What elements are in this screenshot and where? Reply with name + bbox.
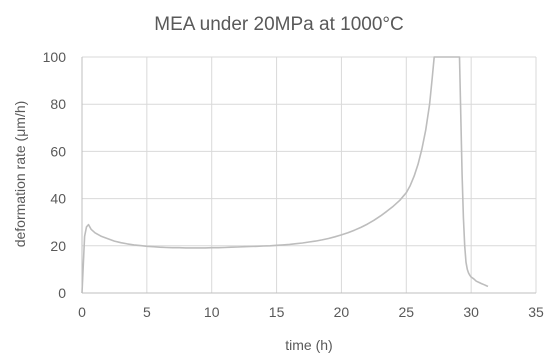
chart-title: MEA under 20MPa at 1000°C	[154, 14, 403, 35]
series-layer	[81, 56, 489, 294]
x-tick-label-35: 35	[528, 304, 544, 320]
y-axis-label: deformation rate (μm/h)	[12, 101, 28, 248]
grid	[82, 56, 537, 293]
y-tick-label-100: 100	[43, 49, 67, 65]
x-tick-label-5: 5	[143, 304, 151, 320]
y-tick-label-80: 80	[50, 96, 66, 112]
y-tick-label-60: 60	[50, 143, 66, 159]
tick-labels: 0 5 10 15 20 25 30 35 0 20 40 60 80 100	[43, 49, 544, 320]
x-tick-label-10: 10	[204, 304, 220, 320]
x-tick-label-25: 25	[398, 304, 414, 320]
axes	[81, 57, 536, 294]
y-tick-label-20: 20	[50, 238, 66, 254]
x-tick-label-20: 20	[334, 304, 350, 320]
y-tick-label-40: 40	[50, 191, 66, 207]
x-tick-label-0: 0	[78, 304, 86, 320]
y-tick-label-0: 0	[58, 285, 66, 301]
series-line-0	[81, 56, 489, 294]
x-tick-label-15: 15	[269, 304, 285, 320]
x-tick-label-30: 30	[463, 304, 479, 320]
x-axis-label: time (h)	[285, 337, 332, 353]
